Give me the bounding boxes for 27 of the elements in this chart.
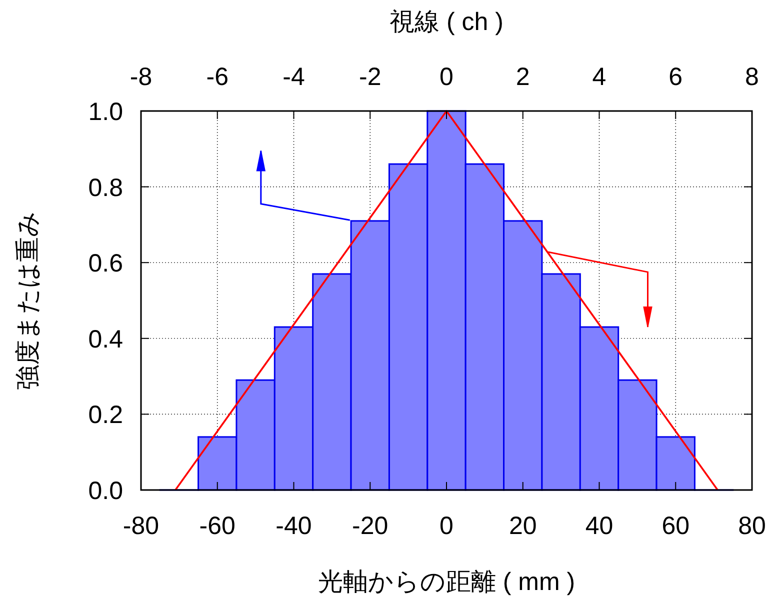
x2-tick-label: -4 [282,63,305,91]
y-tick-label: 0.2 [88,401,123,430]
x-tick-label: 40 [585,512,614,540]
x-tick-label: 0 [440,512,454,540]
x2-tick-label: 8 [745,63,759,91]
y-tick-label: 0.6 [88,250,123,278]
x-tick-label: -40 [276,512,312,540]
x-tick-label: -80 [122,512,160,540]
x2-tick-label: 2 [516,63,530,91]
x-tick-label: -20 [352,512,388,540]
x-tick-label: 80 [738,512,766,540]
y-tick-label: 1.0 [88,98,123,126]
x2-axis-title: 視線 ( ch ) [390,8,504,36]
x2-tick-label: -2 [359,63,382,91]
y-tick-label: 0.4 [88,325,124,354]
y-tick-label: 0.0 [88,477,123,505]
x2-tick-label: 6 [668,63,683,91]
y-axis-title: 強度または重み [14,211,42,390]
x-tick-label: 60 [662,512,690,540]
x2-tick-label: 0 [440,63,454,91]
x2-tick-label: -8 [130,63,152,91]
x2-tick-label: 4 [592,63,606,91]
x-axis-title: 光軸からの距離 ( mm ) [318,568,576,596]
x2-tick-label: -6 [206,63,228,91]
y-tick-label: 0.8 [88,174,123,202]
x-tick-label: -60 [199,512,236,540]
x-tick-label: 20 [508,512,537,540]
